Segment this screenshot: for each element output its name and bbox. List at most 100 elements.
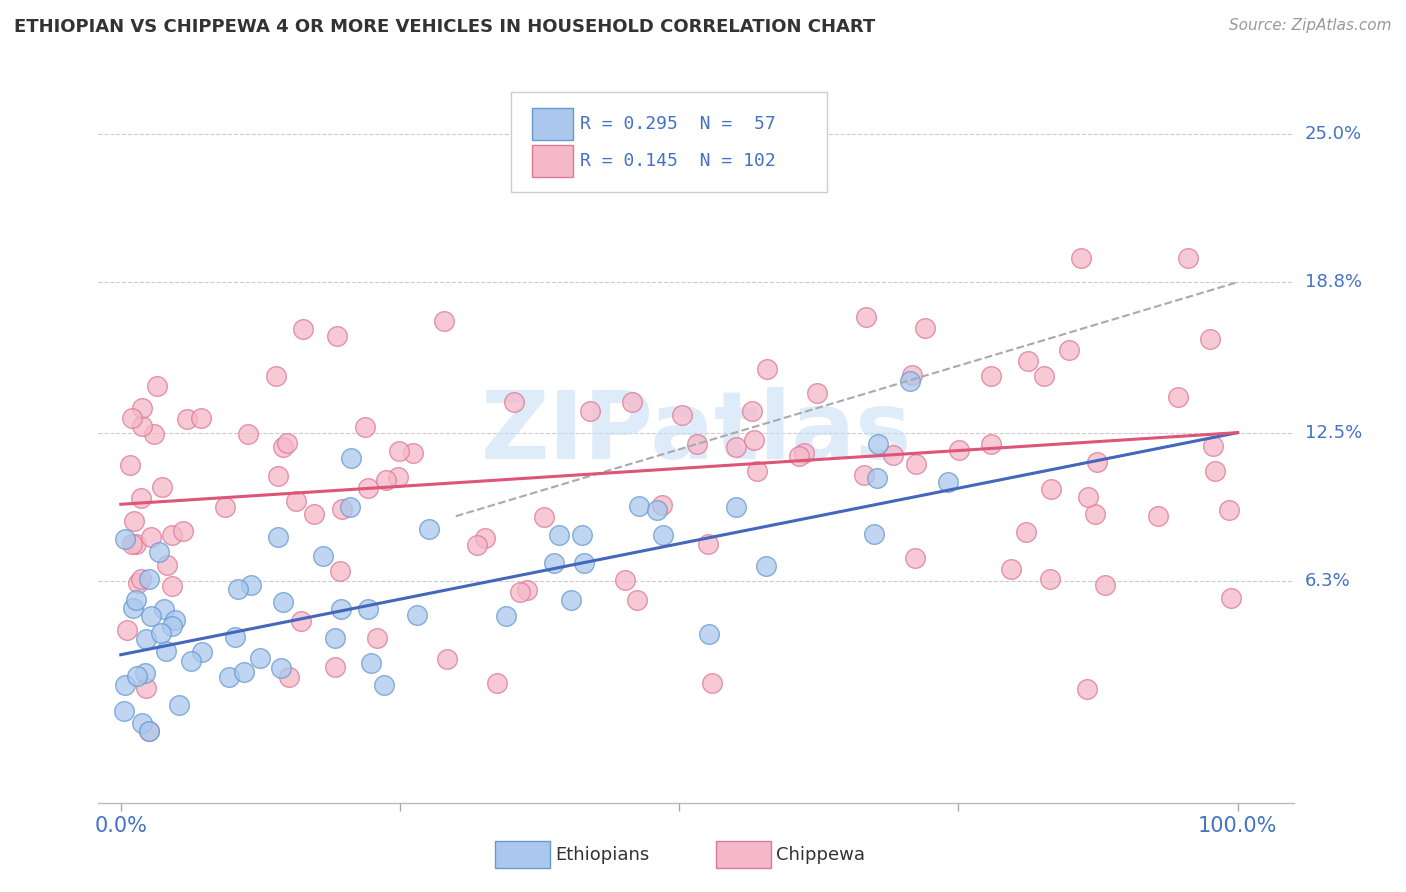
Point [882,448,904,462]
Point [249,650,271,665]
Point [339,450,361,465]
Point [1039,573,1062,587]
Point [302,507,325,521]
Point [745,465,768,479]
Point [578,404,600,418]
Point [1204,464,1226,478]
Point [118,458,141,473]
Point [755,558,778,573]
Point [360,656,382,670]
Point [571,528,593,542]
Point [276,436,298,450]
Point [898,374,921,388]
Text: 25.0%: 25.0% [1305,125,1362,143]
Point [356,481,378,495]
Point [153,602,176,616]
Point [139,530,162,544]
Point [402,445,425,459]
Point [366,631,388,645]
Point [139,609,162,624]
Point [724,440,747,454]
Point [226,582,249,596]
Point [1094,578,1116,592]
Point [115,624,138,638]
Point [271,440,294,454]
Point [114,532,136,546]
Point [375,473,398,487]
Point [980,369,1002,384]
Point [806,385,828,400]
Point [160,618,183,632]
Point [131,401,153,416]
Point [418,522,440,536]
Text: R = 0.145  N = 102: R = 0.145 N = 102 [581,152,776,169]
Point [160,579,183,593]
Point [548,528,571,542]
Text: ETHIOPIAN VS CHIPPEWA 4 OR MORE VEHICLES IN HOUSEHOLD CORRELATION CHART: ETHIOPIAN VS CHIPPEWA 4 OR MORE VEHICLES… [14,18,876,36]
Point [755,362,778,376]
Point [465,538,488,552]
Point [330,501,353,516]
Point [143,426,166,441]
Point [191,645,214,659]
Point [533,509,555,524]
Point [339,500,361,514]
Point [155,644,177,658]
Point [278,670,301,684]
Point [146,379,169,393]
Point [1017,354,1039,368]
Point [914,321,936,335]
Point [1147,509,1170,524]
Point [114,678,136,692]
Point [150,480,173,494]
Text: Ethiopians: Ethiopians [555,846,650,863]
Point [1167,390,1189,404]
Point [180,654,202,668]
Text: ZIPatlas: ZIPatlas [481,386,911,479]
Point [697,537,720,551]
Point [388,443,411,458]
Point [904,551,927,566]
Point [267,530,290,544]
FancyBboxPatch shape [510,92,827,192]
Point [357,602,380,616]
Point [865,471,887,485]
Point [138,724,160,739]
Point [1218,503,1240,517]
Point [125,669,148,683]
Point [214,500,236,514]
Point [406,608,429,623]
Point [138,572,160,586]
Point [626,592,648,607]
Point [172,524,194,538]
Point [290,615,312,629]
Point [486,675,509,690]
Point [901,368,924,382]
Text: Chippewa: Chippewa [776,846,865,863]
Point [134,665,156,680]
Point [127,575,149,590]
Point [474,532,496,546]
Point [135,681,157,696]
Point [232,665,254,679]
Point [866,437,889,451]
Point [651,527,673,541]
Point [651,498,673,512]
Point [1077,490,1099,504]
Point [271,595,294,609]
Point [240,578,263,592]
Point [936,475,959,489]
Point [190,411,212,425]
Point [122,514,145,528]
Point [114,704,136,718]
Point [329,564,352,578]
Point [905,457,928,471]
Point [572,557,595,571]
Point [1033,368,1056,383]
Point [621,395,644,409]
Point [697,627,720,641]
Point [741,404,763,418]
Point [135,632,157,647]
FancyBboxPatch shape [533,145,572,178]
Point [855,310,877,324]
